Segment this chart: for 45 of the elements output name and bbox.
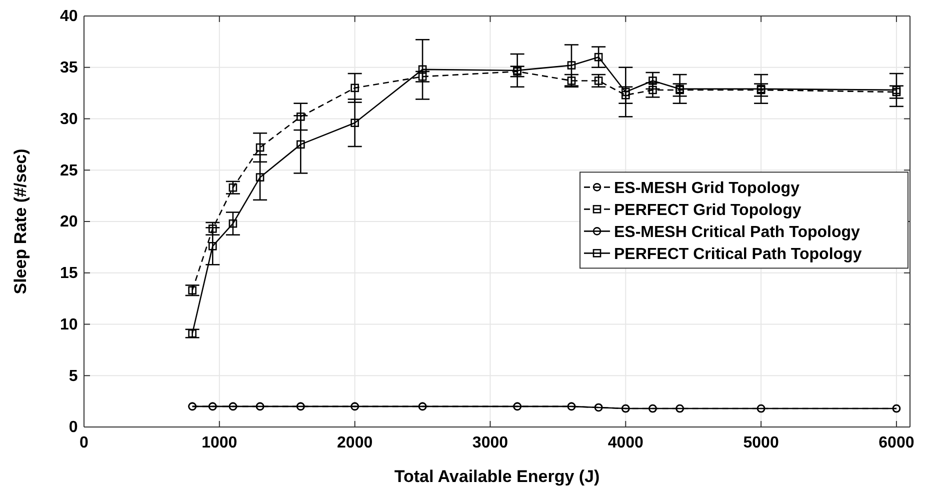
point	[256, 173, 264, 182]
point	[892, 86, 901, 94]
point	[648, 76, 657, 85]
y-tick-label: 35	[60, 59, 78, 76]
legend-label: ES-MESH Grid Topology	[614, 180, 800, 198]
y-tick-label: 5	[68, 368, 78, 385]
legend-label: PERFECT Grid Topology	[614, 202, 802, 220]
point	[648, 86, 657, 94]
y-tick-label: 10	[60, 316, 78, 334]
point	[188, 286, 196, 294]
point	[350, 118, 359, 128]
point	[350, 84, 359, 92]
point	[208, 242, 217, 250]
y-tick-label: 20	[60, 214, 78, 231]
point	[567, 61, 576, 70]
point	[892, 88, 901, 96]
legend-label: ES-MESH Critical Path Topology	[614, 224, 860, 242]
y-tick-label: 40	[60, 8, 78, 26]
point	[256, 143, 264, 152]
y-tick-label: 15	[60, 264, 78, 282]
x-tick-label: 3000	[472, 434, 508, 452]
y-tick-label: 30	[60, 110, 78, 128]
x-tick-label: 2000	[337, 434, 373, 452]
point	[296, 112, 305, 121]
point	[208, 224, 217, 233]
y-tick-label: 0	[68, 419, 78, 436]
x-tick-label: 5000	[743, 434, 779, 452]
point	[594, 76, 603, 85]
x-tick-label: 0	[80, 434, 89, 452]
point	[418, 72, 427, 81]
x-tick-label: 4000	[608, 434, 644, 452]
y-axis-title: Sleep Rate (#/sec)	[11, 148, 30, 294]
legend-label: PERFECT Critical Path Topology	[614, 246, 862, 264]
point	[228, 183, 238, 192]
point	[228, 219, 238, 228]
point	[621, 88, 630, 96]
point	[621, 90, 630, 100]
x-tick-label: 6000	[878, 434, 914, 452]
point	[296, 140, 305, 149]
point	[188, 329, 196, 338]
point	[418, 65, 427, 74]
y-tick-label: 25	[60, 162, 78, 180]
point	[594, 52, 603, 62]
x-axis-title: Total Available Energy (J)	[394, 467, 600, 486]
x-tick-label: 1000	[202, 434, 238, 452]
